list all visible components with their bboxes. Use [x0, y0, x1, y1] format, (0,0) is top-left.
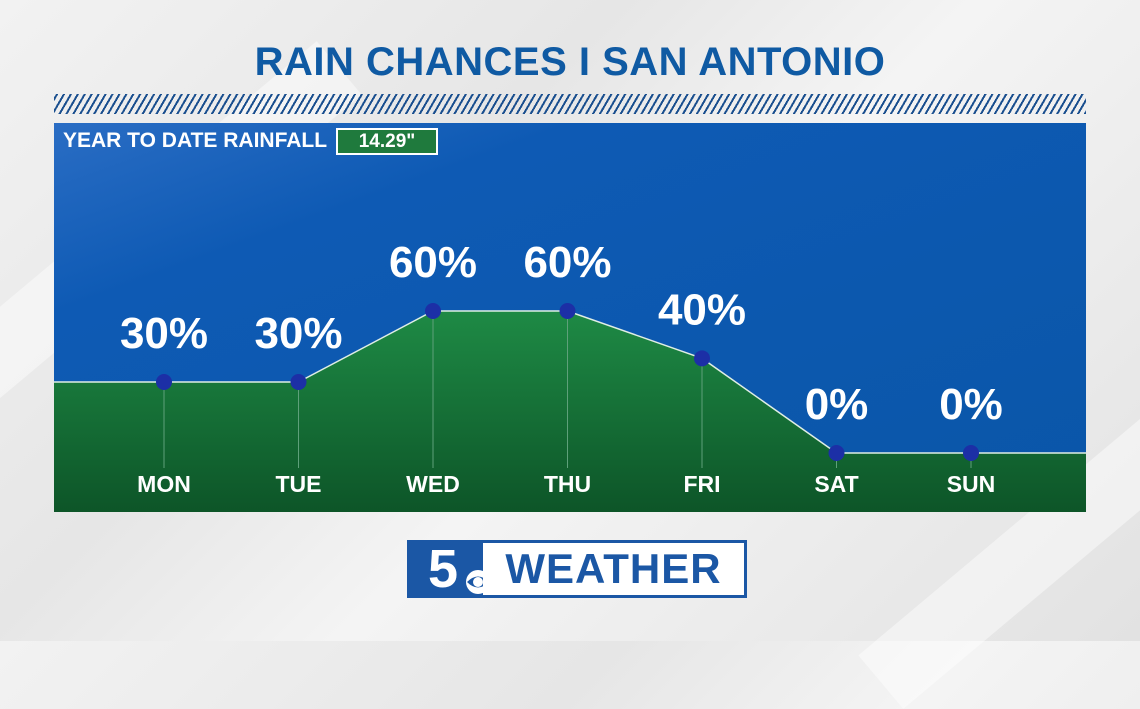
data-label-sun: 0%	[939, 380, 1003, 429]
chart-panel: 30% MON 30% TUE 60% WED 60% THU 40% FRI 0% SAT 0% SUN…	[54, 123, 1086, 512]
rain-chance-chart: 30% MON 30% TUE 60% WED 60% THU 40% FRI 0% SAT 0% SUN	[54, 238, 1086, 512]
chart-title: RAIN CHANCES I SAN ANTONIO	[254, 40, 886, 84]
category-label-sun: SUN	[947, 471, 996, 497]
rain-area-fill	[54, 311, 1086, 512]
logo-channel-number: 5	[427, 539, 459, 599]
logo-word: WEATHER	[483, 543, 744, 595]
data-label-wed: 60%	[389, 238, 477, 287]
data-label-mon: 30%	[120, 309, 208, 358]
data-point-tue	[290, 374, 307, 390]
data-label-tue: 30%	[254, 309, 342, 358]
data-point-sat	[828, 445, 845, 461]
hatched-divider	[54, 94, 1086, 114]
data-label-sat: 0%	[805, 380, 869, 429]
data-point-sun	[963, 445, 979, 461]
ytd-rainfall-label: YEAR TO DATE RAINFALL	[63, 129, 328, 152]
data-label-thu: 60%	[523, 238, 611, 287]
category-label-wed: WED	[406, 471, 460, 497]
data-point-mon	[156, 374, 172, 390]
category-label-sat: SAT	[814, 471, 858, 497]
station-logo: 5 WEATHER	[407, 540, 747, 598]
data-point-fri	[694, 350, 710, 367]
category-label-fri: FRI	[683, 471, 720, 497]
data-point-wed	[425, 303, 441, 319]
data-label-fri: 40%	[658, 285, 746, 334]
data-point-thu	[559, 303, 576, 319]
category-label-mon: MON	[137, 471, 191, 497]
category-label-tue: TUE	[276, 471, 322, 497]
ytd-rainfall-value: 14.29"	[336, 128, 438, 155]
category-label-thu: THU	[544, 471, 591, 497]
